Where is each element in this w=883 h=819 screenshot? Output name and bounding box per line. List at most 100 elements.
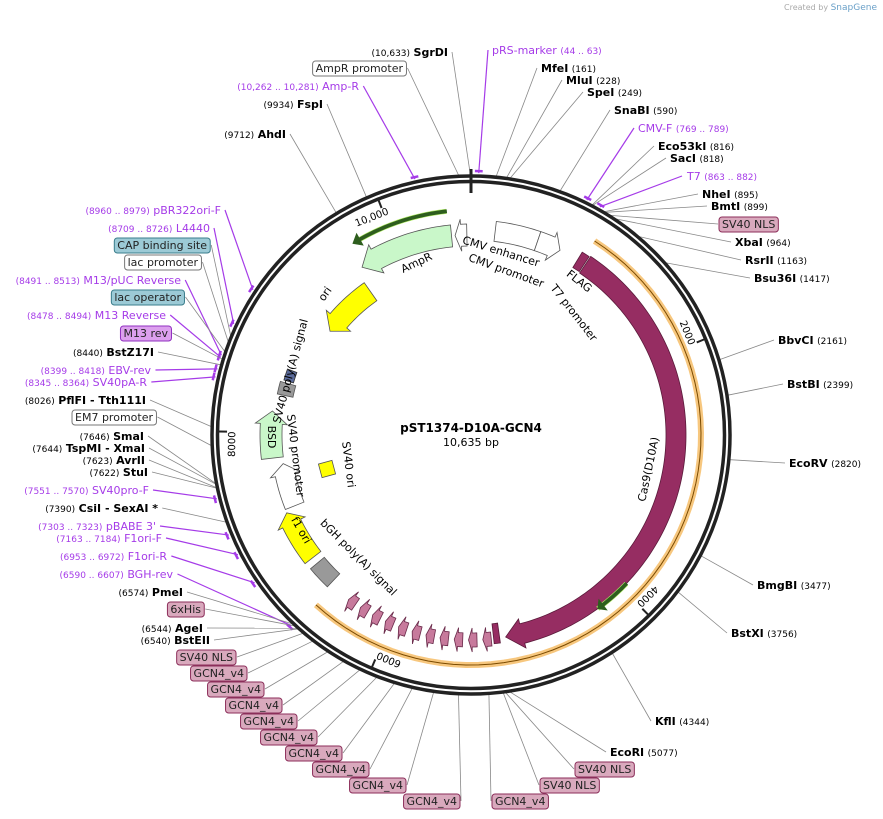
label-nls[interactable]: SV40 NLS xyxy=(574,761,635,778)
label-nls[interactable]: GCN4_v4 xyxy=(285,745,343,762)
cmv-promoter-feature[interactable] xyxy=(533,231,561,262)
label-enzyme[interactable]: (9712) AhdI xyxy=(224,128,286,141)
gcn4-repeat-feature[interactable] xyxy=(369,605,384,628)
primer-arrow[interactable] xyxy=(597,581,629,611)
label-text: MluI (228) xyxy=(566,74,620,87)
label-enzyme[interactable]: SacI (818) xyxy=(670,152,724,165)
ori-feature[interactable] xyxy=(325,282,378,332)
label-nls[interactable]: GCN4_v4 xyxy=(260,729,318,746)
label-enzyme[interactable]: RsrII (1163) xyxy=(745,254,807,267)
label-primer[interactable]: (6953 .. 6972) F1ori-R xyxy=(60,550,167,563)
label-enzyme[interactable]: MfeI (161) xyxy=(541,62,596,75)
label-text: GCN4_v4 xyxy=(407,795,457,808)
label-primer[interactable]: (8345 .. 8364) SV40pA-R xyxy=(25,376,148,389)
label-enzyme[interactable]: BmgBI (3477) xyxy=(757,579,831,592)
label-text: (8491 .. 8513) M13/pUC Reverse xyxy=(16,274,182,287)
label-enzyme[interactable]: (10,633) SgrDI xyxy=(372,46,448,59)
label-nls[interactable]: GCN4_v4 xyxy=(190,665,248,682)
ampr-feature[interactable] xyxy=(361,224,454,274)
label-name: GCN4_v4 xyxy=(495,795,545,808)
label-primer[interactable]: (8960 .. 8979) pBR322ori-F xyxy=(85,204,221,217)
label-enzyme[interactable]: (6540) BstEII xyxy=(141,634,210,647)
label-nls[interactable]: GCN4_v4 xyxy=(491,793,549,810)
gcn4-repeat-feature[interactable] xyxy=(453,627,464,652)
label-enzyme[interactable]: (6574) PmeI xyxy=(118,586,183,599)
label-primer[interactable]: (7303 .. 7323) pBABE 3' xyxy=(38,520,156,533)
label-enzyme[interactable]: BmtI (899) xyxy=(711,200,768,213)
label-nls[interactable]: SV40 NLS xyxy=(539,777,600,794)
label-enzyme[interactable]: EcoRI (5077) xyxy=(610,746,678,759)
label-nls[interactable]: GCN4_v4 xyxy=(312,761,370,778)
label-enzyme[interactable]: (8440) BstZ17I xyxy=(73,346,154,359)
cas9-feature[interactable] xyxy=(505,255,687,649)
label-enzyme[interactable]: XbaI (964) xyxy=(735,236,791,249)
flag-feature[interactable] xyxy=(572,251,590,273)
label-enzyme[interactable]: BstBI (2399) xyxy=(787,378,853,391)
sv40-ori-feature[interactable] xyxy=(317,459,337,479)
label-enzyme[interactable]: NheI (895) xyxy=(702,188,758,201)
lac-features[interactable] xyxy=(283,368,298,384)
label-white[interactable]: EM7 promoter xyxy=(71,409,157,426)
label-enzyme[interactable]: (8026) PflFI - Tth111I xyxy=(25,394,146,407)
label-enzyme[interactable]: (7390) CsiI - SexAI * xyxy=(45,502,158,515)
label-primer[interactable]: (8478 .. 8494) M13 Reverse xyxy=(27,309,166,322)
label-enzyme[interactable]: BbvCI (2161) xyxy=(778,334,847,347)
label-enzyme[interactable]: SpeI (249) xyxy=(587,86,642,99)
label-primer[interactable]: (7551 .. 7570) SV40pro-F xyxy=(24,484,149,497)
label-nls[interactable]: SV40 NLS xyxy=(718,216,779,233)
label-nls[interactable]: GCN4_v4 xyxy=(240,713,298,730)
label-primer[interactable]: T7 (863 .. 882) xyxy=(686,170,757,183)
bsd-feature[interactable] xyxy=(254,410,289,460)
label-primer[interactable]: (7163 .. 7184) F1ori-F xyxy=(56,532,162,545)
sv40-polya-feature[interactable] xyxy=(276,380,297,398)
label-enzyme[interactable]: (7644) TspMI - XmaI xyxy=(32,442,145,455)
ampr-promoter-feature[interactable] xyxy=(454,219,468,252)
label-enzyme[interactable]: MluI (228) xyxy=(566,74,620,87)
label-nls[interactable]: 6xHis xyxy=(166,601,205,618)
label-primer[interactable]: pRS-marker (44 .. 63) xyxy=(492,44,602,57)
label-enzyme[interactable]: (6544) AgeI xyxy=(142,622,203,635)
label-text: GCN4_v4 xyxy=(229,699,279,712)
label-enzyme[interactable]: (7623) AvrII xyxy=(83,454,145,467)
label-nls[interactable]: GCN4_v4 xyxy=(403,793,461,810)
gcn4-repeat-feature[interactable] xyxy=(468,627,478,653)
label-lac[interactable]: lac operator xyxy=(110,289,185,306)
label-nls[interactable]: GCN4_v4 xyxy=(225,697,283,714)
label-nls[interactable]: SV40 NLS xyxy=(176,649,237,666)
gcn4-repeat-feature[interactable] xyxy=(383,611,397,634)
label-white[interactable]: AmpR promoter xyxy=(312,60,407,77)
label-enzyme[interactable]: SnaBI (590) xyxy=(614,104,677,117)
bgh-polya-feature[interactable] xyxy=(309,556,341,588)
label-nls[interactable]: GCN4_v4 xyxy=(207,681,265,698)
leader-line xyxy=(458,692,462,802)
gcn4-repeat-feature[interactable] xyxy=(425,623,437,648)
gcn4-repeat-feature[interactable] xyxy=(411,620,423,645)
amp-primer-arrow[interactable] xyxy=(352,209,448,246)
label-lac[interactable]: CAP binding site xyxy=(113,237,211,254)
gcn4-repeat-feature[interactable] xyxy=(397,616,410,640)
label-primer[interactable]: (8709 .. 8726) L4440 xyxy=(108,222,210,235)
gcn4-repeat-feature[interactable] xyxy=(439,626,450,651)
f1-ori-feature[interactable] xyxy=(277,512,322,565)
label-enzyme[interactable]: EcoRV (2820) xyxy=(789,457,861,470)
gcn4-repeat-feature[interactable] xyxy=(344,591,361,612)
label-enzyme[interactable]: (7622) StuI xyxy=(89,466,148,479)
label-primer[interactable]: CMV-F (769 .. 789) xyxy=(638,122,729,135)
label-primer[interactable]: (10,262 .. 10,281) Amp-R xyxy=(237,80,359,93)
label-nls[interactable]: GCN4_v4 xyxy=(349,777,407,794)
sv40-nls-feature[interactable] xyxy=(491,622,501,645)
label-primer[interactable]: (6590 .. 6607) BGH-rev xyxy=(60,568,174,581)
label-white[interactable]: lac promoter xyxy=(124,254,202,271)
label-primer[interactable]: (8399 .. 8418) EBV-rev xyxy=(41,364,152,377)
label-enzyme[interactable]: KflI (4344) xyxy=(655,715,709,728)
label-enzyme[interactable]: (9934) FspI xyxy=(264,98,323,111)
label-enzyme[interactable]: Bsu36I (1417) xyxy=(754,272,830,285)
label-m13[interactable]: M13 rev xyxy=(119,325,172,342)
gcn4-repeat-feature[interactable] xyxy=(356,599,372,620)
label-enzyme[interactable]: Eco53kI (816) xyxy=(658,140,734,153)
label-primer[interactable]: (8491 .. 8513) M13/pUC Reverse xyxy=(16,274,182,287)
label-enzyme[interactable]: BstXI (3756) xyxy=(731,627,797,640)
label-enzyme[interactable]: (7646) SmaI xyxy=(80,430,144,443)
sv40-promoter-feature[interactable] xyxy=(269,463,305,511)
gcn4-repeat-feature[interactable] xyxy=(482,627,493,652)
